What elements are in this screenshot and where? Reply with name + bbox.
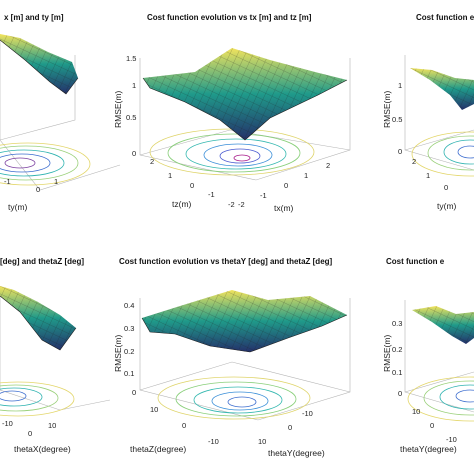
panel-5-tick-y-0: -10 xyxy=(302,409,313,418)
panel-4-tick-x-2: 10 xyxy=(48,421,56,430)
panel-1: x [m] and ty [m] -1 0 1 ty(m) xyxy=(0,13,121,212)
panel-2: Cost function evolution vs tx [m] and tz… xyxy=(113,13,351,213)
panel-3-surface xyxy=(410,68,474,110)
panel-2-xlabel: tz(m) xyxy=(172,199,192,209)
panel-6-tick-z-1: 0.1 xyxy=(392,368,402,377)
panel-6-zlabel: RMSE(m) xyxy=(382,335,392,372)
panel-1-xlabel: ty(m) xyxy=(8,202,28,212)
panel-3-tick-x-1: 1 xyxy=(426,171,430,180)
panel-2-tick-y-4: -2 xyxy=(238,200,245,209)
panel-5: Cost function evolution vs thetaY [deg] … xyxy=(113,257,351,458)
panel-3-xlabel: ty(m) xyxy=(437,201,457,211)
panel-4-tick-x-1: 0 xyxy=(28,429,32,438)
panel-2-contours xyxy=(149,128,315,176)
panel-4-contours xyxy=(0,381,75,417)
panel-2-tick-y-3: -1 xyxy=(260,191,267,200)
panel-1-title: x [m] and ty [m] xyxy=(4,13,64,22)
panel-2-surface xyxy=(142,48,348,141)
panel-2-tick-y-0: 2 xyxy=(326,161,330,170)
panel-5-xlabel: thetaZ(degree) xyxy=(130,444,186,454)
panel-6-tick-x-0: 10 xyxy=(412,407,420,416)
panel-1-tick-x-0: -1 xyxy=(4,177,11,186)
panel-2-tick-x-3: -1 xyxy=(208,190,215,199)
panel-3-title: Cost function e xyxy=(416,13,474,22)
panel-2-tick-z-2: 1 xyxy=(132,81,136,90)
panel-3-tick-z-2: 1 xyxy=(398,81,402,90)
panel-6-tick-z-2: 0.2 xyxy=(392,345,402,354)
panel-6-xlabel: thetaY(degree) xyxy=(400,444,457,454)
panel-5-tick-x-0: 10 xyxy=(150,405,158,414)
panel-2-tick-x-4: -2 xyxy=(228,200,235,209)
panel-4: [deg] and thetaZ [deg] -10 0 10 thetaX(d… xyxy=(0,257,111,454)
panel-5-tick-y-1: 0 xyxy=(288,423,292,432)
panel-3-tick-x-2: 0 xyxy=(444,183,448,192)
panel-5-contours xyxy=(157,376,311,420)
panel-2-ylabel: tx(m) xyxy=(274,203,294,213)
panel-3-zlabel: RMSE(m) xyxy=(382,91,392,128)
panel-3-contours xyxy=(411,131,474,177)
panel-5-tick-z-2: 0.2 xyxy=(124,347,134,356)
panel-5-title: Cost function evolution vs thetaY [deg] … xyxy=(119,257,333,266)
panel-6-title: Cost function e xyxy=(386,257,445,266)
panel-1-tick-x-2: 1 xyxy=(54,177,58,186)
panel-1-tick-x-1: 0 xyxy=(36,185,40,194)
panel-4-xlabel: thetaX(degree) xyxy=(14,444,71,454)
panel-5-zlabel: RMSE(m) xyxy=(113,335,123,372)
panel-6-tick-x-1: 0 xyxy=(430,421,434,430)
panel-2-tick-y-2: 0 xyxy=(284,181,288,190)
panel-4-title: [deg] and thetaZ [deg] xyxy=(0,257,84,266)
panel-2-tick-z-3: 1.5 xyxy=(126,54,136,63)
panel-5-tick-x-1: 0 xyxy=(182,421,186,430)
panel-1-contours xyxy=(0,142,91,186)
panel-2-tick-z-0: 0 xyxy=(132,149,136,158)
panel-2-title: Cost function evolution vs tx [m] and tz… xyxy=(147,13,312,22)
panel-5-surface xyxy=(141,290,348,353)
panel-5-tick-z-1: 0.1 xyxy=(124,369,134,378)
panel-6-tick-x-2: -10 xyxy=(446,435,457,444)
panel-2-tick-x-0: 2 xyxy=(150,157,154,166)
panel-3-tick-z-0: 0 xyxy=(398,147,402,156)
panel-6-surface xyxy=(412,306,474,344)
panel-3-tick-x-0: 2 xyxy=(412,157,416,166)
panel-2-tick-x-2: 0 xyxy=(190,181,194,190)
panel-1-surface xyxy=(0,34,79,95)
panel-4-tick-x-0: -10 xyxy=(2,419,13,428)
panel-2-tick-x-1: 1 xyxy=(168,171,172,180)
panel-4-surface xyxy=(0,286,77,351)
panel-5-tick-z-0: 0 xyxy=(132,388,136,397)
panel-6-tick-z-3: 0.3 xyxy=(392,319,402,328)
panel-6-tick-z-0: 0 xyxy=(398,389,402,398)
panel-6: Cost function e RMSE(m) 0.3 0.2 0.1 0 10… xyxy=(382,257,474,454)
panel-5-tick-z-3: 0.3 xyxy=(124,324,134,333)
panel-5-tick-y-2: 10 xyxy=(258,437,266,446)
panel-2-tick-y-1: 1 xyxy=(304,171,308,180)
panel-2-tick-z-1: 0.5 xyxy=(126,113,136,122)
panel-2-zlabel: RMSE(m) xyxy=(113,91,123,128)
panel-5-ylabel: thetaY(degree) xyxy=(268,448,325,458)
panel-3: Cost function e RMSE(m) 1 0.5 0 2 1 0 ty… xyxy=(382,13,474,211)
panel-5-tick-z-4: 0.4 xyxy=(124,301,134,310)
panel-6-contours xyxy=(407,376,474,422)
panel-3-tick-z-1: 0.5 xyxy=(392,115,402,124)
panel-5-tick-x-2: -10 xyxy=(208,437,219,446)
